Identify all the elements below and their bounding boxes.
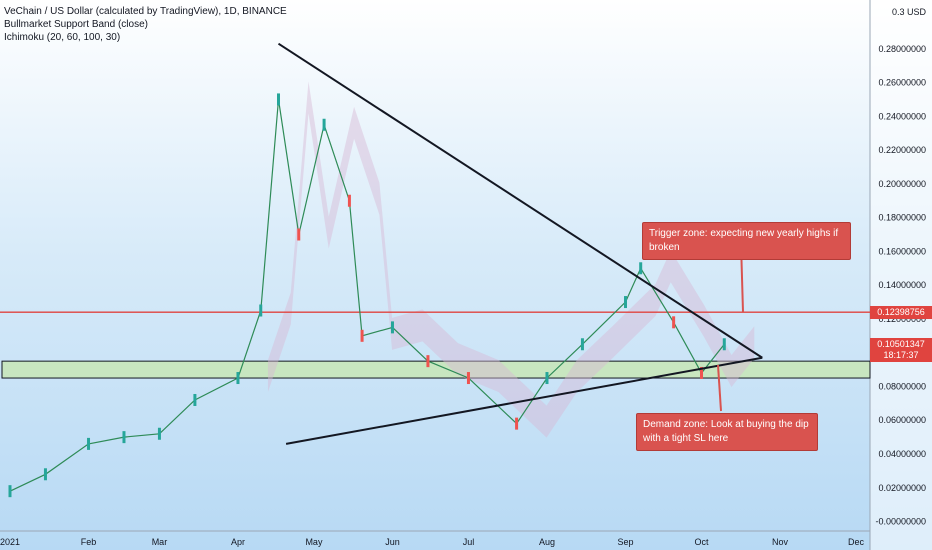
legend-indicator-support-band: Bullmarket Support Band (close) [4, 19, 148, 30]
last-price-value: 0.10501347 [877, 339, 925, 349]
x-tick-label: May [305, 537, 323, 547]
x-tick-label: Mar [152, 537, 168, 547]
x-tick-label: Jun [385, 537, 400, 547]
x-tick-label: Aug [539, 537, 555, 547]
y-tick-label: 0.24000000 [878, 111, 926, 121]
y-tick-label: 0.14000000 [878, 280, 926, 290]
x-tick-label: 2021 [0, 537, 20, 547]
resistance-price-tag: 0.12398756 [870, 306, 932, 319]
axis-currency-unit[interactable]: USD [906, 7, 926, 17]
x-tick-label: Feb [81, 537, 97, 547]
y-tick-label: 0.18000000 [878, 213, 926, 223]
x-tick-label: Apr [231, 537, 245, 547]
y-tick-label: 0.16000000 [878, 246, 926, 256]
descending-trendline [277, 42, 763, 359]
chart-legend: VeChain / US Dollar (calculated by Tradi… [4, 5, 287, 44]
price-axis-background [870, 0, 932, 550]
y-tick-label: 0.08000000 [878, 381, 926, 391]
demand-callout-pointer [717, 364, 722, 412]
demand-zone-callout: Demand zone: Look at buying the dip with… [636, 413, 818, 451]
last-price-tag: 0.10501347 18:17:37 [870, 338, 932, 362]
y-tick-label: 0.06000000 [878, 415, 926, 425]
x-tick-label: Jul [463, 537, 475, 547]
ascending-trendline [285, 356, 763, 445]
y-tick-label: 0.02000000 [878, 483, 926, 493]
y-tick-label: 0.20000000 [878, 179, 926, 189]
legend-title: VeChain / US Dollar (calculated by Tradi… [4, 6, 287, 17]
y-tick-label: 0.26000000 [878, 78, 926, 88]
trigger-zone-callout: Trigger zone: expecting new yearly highs… [642, 222, 851, 260]
price-series-line [9, 99, 725, 492]
axis-top-value: 0.3 USD [892, 7, 926, 17]
demand-zone-box [1, 360, 871, 379]
x-tick-label: Oct [694, 537, 709, 547]
axis-top-number: 0.3 [891, 7, 905, 17]
y-tick-label: 0.22000000 [878, 145, 926, 155]
y-tick-label: 0.28000000 [878, 44, 926, 54]
legend-indicator-ichimoku: Ichimoku (20, 60, 100, 30) [4, 32, 121, 43]
x-tick-label: Dec [848, 537, 865, 547]
bar-countdown: 18:17:37 [883, 350, 919, 360]
x-tick-label: Sep [617, 537, 633, 547]
y-tick-label: -0.00000000 [875, 517, 926, 527]
y-tick-label: 0.04000000 [878, 449, 926, 459]
x-tick-label: Nov [772, 537, 789, 547]
